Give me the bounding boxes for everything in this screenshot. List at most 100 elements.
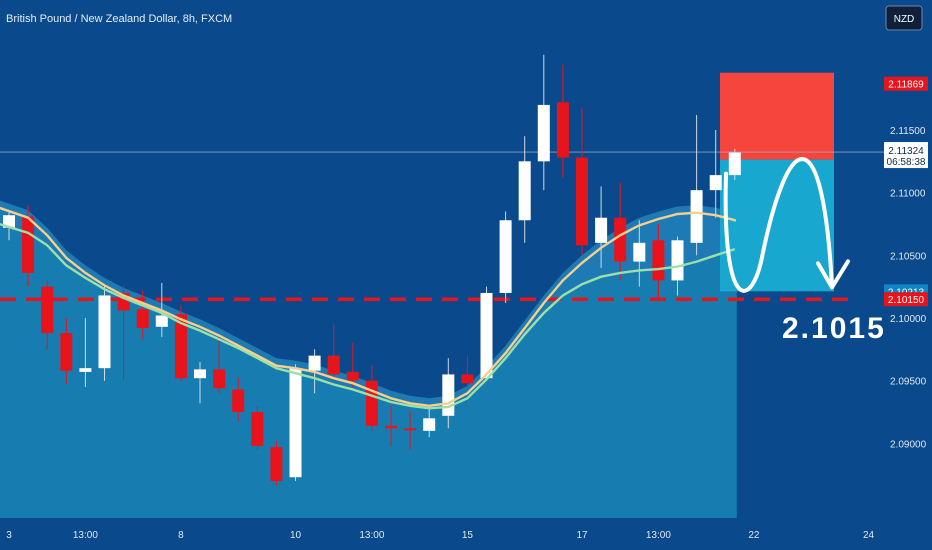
price-tag-label: 2.10150 xyxy=(888,295,925,306)
candles-layer xyxy=(3,54,741,486)
candle xyxy=(576,107,588,256)
candle-body xyxy=(595,217,608,243)
candle xyxy=(518,136,531,243)
price-axis[interactable]: 2.11500 2.11000 2.10500 2.10000 2.09500 2.090… xyxy=(884,76,928,451)
time-tick-label: 17 xyxy=(576,530,588,541)
candle xyxy=(79,318,92,387)
candle xyxy=(461,355,474,387)
candle xyxy=(346,343,359,387)
candle xyxy=(614,182,627,281)
candle xyxy=(232,376,245,421)
candle-body xyxy=(232,389,245,413)
currency-badge-box xyxy=(885,5,923,31)
candle-body xyxy=(270,447,283,481)
candle xyxy=(213,336,226,394)
price-tag-label: 2.11869 xyxy=(888,80,924,91)
time-tick-label: 22 xyxy=(748,530,760,541)
candle xyxy=(327,324,340,381)
chart-title: British Pound / New Zealand Dollar, 8h, … xyxy=(6,13,232,25)
target-price-label: 2.1015 xyxy=(782,312,886,345)
time-axis[interactable]: 3 13:00 8 10 13:00 15 17 13:00 22 24 xyxy=(0,518,932,550)
candle-body xyxy=(690,190,703,243)
time-tick-label: 24 xyxy=(863,530,875,541)
candle-body xyxy=(41,286,54,334)
candle xyxy=(556,64,569,178)
current-price-label: 2.11324 xyxy=(888,146,924,157)
candle xyxy=(404,412,417,450)
candle-body xyxy=(461,374,474,384)
candle xyxy=(423,405,436,438)
candle-body xyxy=(3,215,15,228)
candle xyxy=(60,318,73,385)
candle-body xyxy=(633,242,646,262)
ma-fast-line xyxy=(0,206,736,408)
price-tag-box xyxy=(884,292,928,307)
candle xyxy=(289,364,302,481)
sine-projection-icon xyxy=(723,157,834,293)
candle-body xyxy=(537,104,550,162)
candle xyxy=(3,210,15,241)
currency-badge[interactable]: NZD xyxy=(885,5,923,31)
candle xyxy=(41,280,54,350)
take-profit-zone[interactable] xyxy=(720,159,834,292)
area-layer xyxy=(0,224,737,518)
candle-body xyxy=(213,369,226,389)
candle xyxy=(690,114,703,256)
candle xyxy=(537,54,550,191)
candle xyxy=(480,286,493,381)
currency-badge-label: NZD xyxy=(894,14,915,25)
stop-loss-zone[interactable] xyxy=(720,72,834,160)
drawing-layer: 2.1015 xyxy=(723,157,886,345)
candle xyxy=(270,440,283,486)
price-tick-label: 2.09000 xyxy=(890,439,927,450)
moving-averages-layer xyxy=(0,206,736,410)
candle-body xyxy=(556,102,569,158)
candle-body xyxy=(289,368,302,478)
candle xyxy=(385,405,397,446)
time-tick-label: 13:00 xyxy=(73,530,98,541)
time-tick-label: 8 xyxy=(178,530,184,541)
candle-body xyxy=(98,295,111,369)
candle-body xyxy=(136,309,149,329)
candle xyxy=(595,186,608,268)
candle-body xyxy=(174,314,187,379)
candle xyxy=(194,361,206,404)
candle-body xyxy=(576,157,588,246)
area-fill xyxy=(0,224,737,518)
candle-body xyxy=(442,374,455,416)
price-tag-box xyxy=(884,76,928,91)
candle xyxy=(136,290,149,340)
arrow-down-icon xyxy=(816,259,850,290)
candle xyxy=(98,284,111,381)
time-tick-label: 13:00 xyxy=(646,530,671,541)
candle-body xyxy=(308,355,321,371)
candle-body xyxy=(499,220,512,293)
candle-body xyxy=(155,315,168,327)
candle-body xyxy=(518,161,531,221)
candle-body xyxy=(346,371,359,381)
candle-body xyxy=(194,369,206,379)
price-tag[interactable]: 2.11869 xyxy=(884,76,928,91)
candle-body xyxy=(327,355,340,375)
current-price-tag-box xyxy=(884,142,928,169)
countdown-label: 06:58:38 xyxy=(887,157,926,168)
position-zones[interactable] xyxy=(720,72,834,292)
price-tick-label: 2.11000 xyxy=(890,189,926,200)
price-tag[interactable]: 2.10150 xyxy=(884,292,928,307)
candle-body xyxy=(728,152,741,176)
candle-body xyxy=(385,425,397,429)
candle-body xyxy=(79,368,92,372)
time-tick-label: 10 xyxy=(290,530,302,541)
candle-body xyxy=(652,240,665,281)
time-tick-label: 3 xyxy=(6,530,12,541)
candle xyxy=(633,220,646,287)
candle-body xyxy=(251,412,264,446)
price-tick-label: 2.10500 xyxy=(890,251,927,262)
candle-body xyxy=(22,216,35,273)
price-tick-label: 2.10000 xyxy=(890,314,927,325)
price-tick-label: 2.09500 xyxy=(890,377,927,388)
candle-body xyxy=(709,175,722,191)
